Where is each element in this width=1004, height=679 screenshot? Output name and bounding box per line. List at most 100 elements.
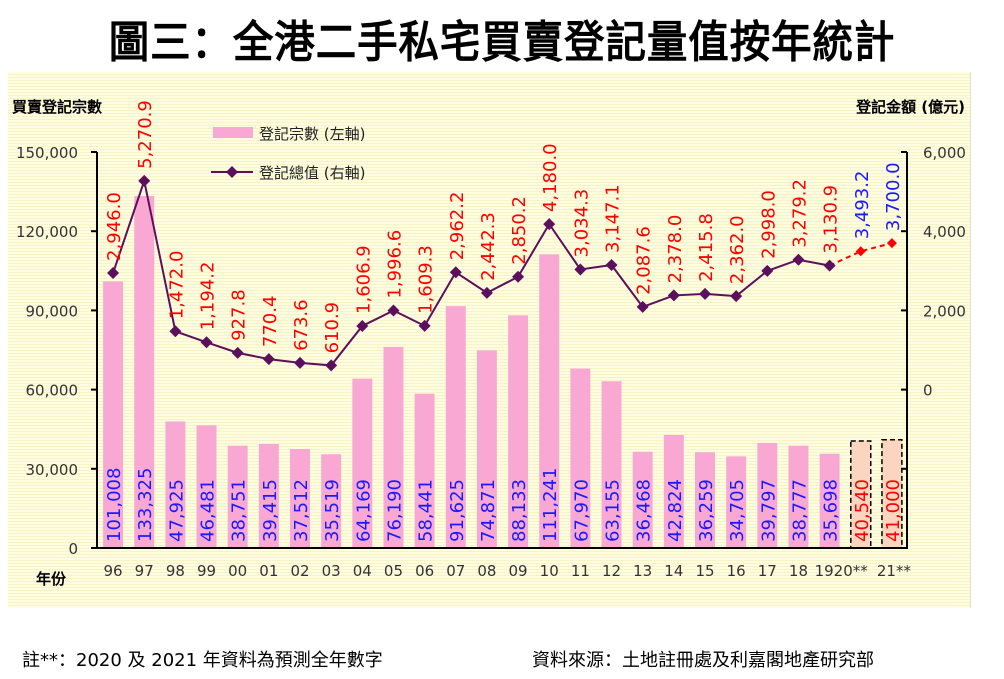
bar-value-label: 63,155	[603, 479, 624, 542]
line-point	[605, 258, 618, 271]
chart-title: 圖三：全港二手私宅買賣登記量值按年統計	[108, 17, 896, 68]
line-value-label: 3,147.1	[603, 184, 624, 253]
bar	[196, 425, 217, 548]
bar	[476, 350, 497, 548]
line-value-label: 1,472.0	[166, 251, 187, 320]
x-tick-label: 11	[571, 562, 590, 580]
line-value-label: 2,378.0	[665, 215, 686, 284]
right-tick-label: 4,000	[923, 223, 966, 241]
bar-value-label: 47,925	[166, 479, 187, 542]
bar-value-label: 91,625	[447, 479, 468, 542]
x-axis-title: 年份	[36, 570, 67, 588]
axes	[96, 152, 908, 549]
bar-value-label: 36,468	[634, 479, 655, 542]
x-tick-label: 12	[602, 562, 621, 580]
forecast-point	[886, 238, 897, 249]
bar-value-label: 58,441	[416, 479, 437, 542]
x-tick-label: 07	[446, 562, 465, 580]
right-axis-title: 登記金額 (億元)	[855, 98, 965, 116]
bar	[726, 456, 747, 548]
x-tick-label: 21**	[877, 562, 912, 580]
x-tick-label: 16	[727, 562, 746, 580]
line-point	[231, 346, 244, 359]
x-tick-label: 05	[384, 562, 403, 580]
line-value-label: 610.9	[322, 302, 343, 354]
line-point	[356, 319, 369, 332]
line-value-label: 2,415.8	[696, 213, 717, 282]
line-point	[480, 286, 493, 299]
line-value-label: 2,087.6	[634, 226, 655, 295]
bar-value-label: 42,824	[665, 479, 686, 542]
x-tick-label: 10	[540, 562, 559, 580]
line-value-label: 3,493.2	[852, 171, 873, 240]
line-point	[636, 300, 649, 313]
bar	[445, 306, 466, 548]
line-point	[792, 253, 805, 266]
bar-value-label: 40,540	[852, 479, 873, 542]
right-tick-label: 2,000	[923, 302, 966, 320]
x-tick-label: 01	[259, 562, 278, 580]
left-tick-label: 120,000	[16, 223, 78, 241]
x-tick-label: 96	[104, 562, 123, 580]
x-tick-label: 99	[197, 562, 216, 580]
bar	[383, 346, 404, 548]
line-series: 2,946.0 5,270.9 1,472.0 1,194.2 927.8 770.4 67…	[104, 100, 904, 372]
forecast-point	[855, 246, 866, 257]
bar-value-label: 133,325	[135, 468, 156, 542]
line-point	[543, 218, 556, 231]
left-tick-label: 60,000	[26, 382, 79, 400]
line-point	[761, 264, 774, 277]
line-value-label: 2,850.2	[509, 196, 530, 265]
line-point	[387, 304, 400, 317]
line-point	[418, 319, 431, 332]
line-point	[667, 289, 680, 302]
bar	[508, 315, 529, 548]
bar-value-label: 39,415	[260, 479, 281, 542]
bar-value-label: 67,970	[571, 479, 592, 542]
bar	[227, 445, 248, 548]
line-value-label: 1,996.6	[384, 230, 405, 299]
bar-value-label: 64,169	[353, 479, 374, 542]
x-tick-label: 17	[758, 562, 777, 580]
bar-value-label: 36,259	[696, 479, 717, 542]
bar-value-label: 39,797	[758, 479, 779, 542]
data-source: 資料來源：土地註冊處及利嘉閣地產研究部	[532, 650, 874, 671]
x-tick-label: 00	[228, 562, 247, 580]
line-value-label: 3,279.2	[789, 179, 810, 248]
bar-value-label: 38,751	[229, 479, 250, 542]
line-point	[325, 359, 338, 372]
line-point	[294, 356, 306, 369]
x-tick-label: 98	[166, 562, 185, 580]
bar	[601, 381, 622, 548]
bar-series: 101,008 133,325 47,925 46,481 38,751 39,415 37…	[103, 196, 904, 549]
bar-value-label: 34,705	[727, 479, 748, 542]
bar	[570, 368, 591, 548]
bar-value-label: 101,008	[104, 468, 125, 542]
bar-value-label: 76,190	[384, 479, 405, 542]
line-value-label: 673.6	[291, 299, 312, 351]
forecast-line-path	[829, 242, 893, 267]
line-point	[512, 270, 525, 283]
bar	[695, 452, 715, 548]
footnote: 註**：2020 及 2021 年資料為預測全年數字	[22, 650, 383, 671]
x-tick-label: 03	[322, 562, 341, 580]
line-value-label: 4,180.0	[540, 143, 561, 212]
bar	[103, 281, 124, 548]
bar-value-label: 35,519	[322, 479, 343, 542]
bar	[663, 434, 684, 548]
left-tick-label: 150,000	[16, 144, 78, 162]
x-tick-label: 09	[509, 562, 528, 580]
left-tick-label: 30,000	[26, 461, 79, 479]
left-tick-label: 0	[68, 540, 78, 558]
bar	[632, 451, 653, 548]
bar	[165, 421, 186, 548]
legend: 登記宗數 (左軸) 登記總值 (右軸)	[211, 125, 365, 182]
left-axis-title: 買賣登記宗數	[12, 98, 102, 116]
bar	[819, 453, 840, 548]
left-tick-label: 90,000	[26, 302, 79, 320]
right-tick-label: 0	[923, 382, 933, 400]
line-value-label: 3,034.3	[571, 189, 592, 258]
x-tick-label: 1920**	[815, 562, 869, 580]
bar-value-label: 38,777	[789, 479, 810, 542]
